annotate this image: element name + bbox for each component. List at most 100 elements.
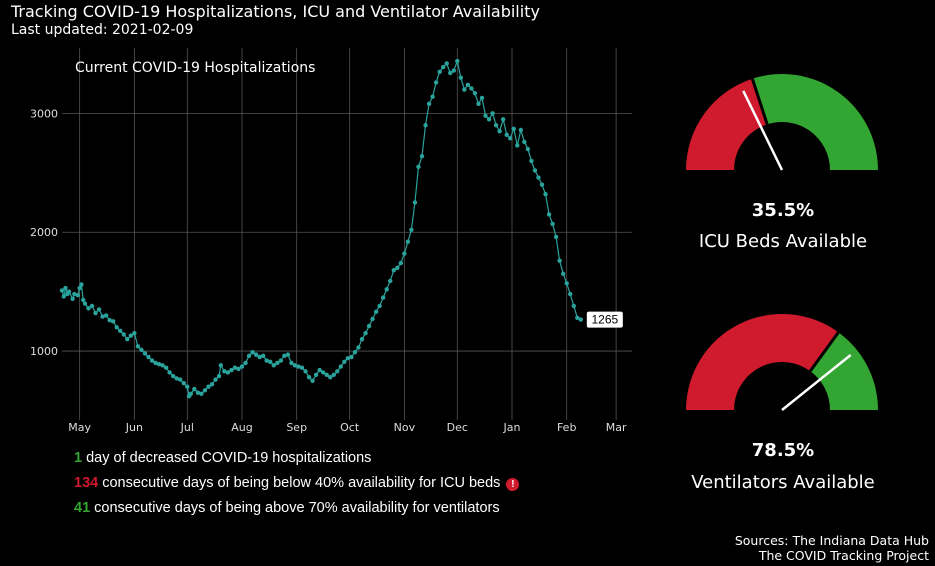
- data-point: [170, 373, 176, 379]
- data-point: [63, 285, 68, 291]
- last-value-label: 1265: [591, 313, 618, 327]
- data-point: [550, 221, 555, 227]
- data-point: [564, 281, 569, 286]
- data-point: [338, 364, 344, 369]
- data-point: [398, 260, 404, 266]
- data-point: [511, 126, 516, 132]
- data-point: [518, 127, 524, 133]
- data-point: [216, 373, 222, 379]
- data-point: [395, 265, 400, 271]
- data-point: [213, 377, 218, 382]
- data-point: [310, 378, 315, 383]
- x-tick-label: Dec: [447, 421, 468, 434]
- data-point: [426, 101, 432, 107]
- data-point: [560, 271, 566, 277]
- data-point: [553, 234, 559, 240]
- data-point: [409, 227, 414, 233]
- gauge-below-threshold-arc: [686, 78, 768, 170]
- icu-gauge-label: ICU Beds Available: [698, 231, 868, 252]
- stat-number: 41: [74, 500, 91, 516]
- data-point: [493, 123, 499, 128]
- gauge-above-threshold-arc: [752, 73, 878, 170]
- data-point: [486, 117, 492, 122]
- data-point: [465, 82, 471, 88]
- data-point: [448, 70, 453, 76]
- data-point: [243, 360, 248, 366]
- stat-text: consecutive days of being above 70% avai…: [90, 500, 500, 516]
- data-point: [271, 363, 276, 368]
- data-point: [192, 386, 197, 392]
- data-point: [174, 376, 179, 381]
- data-point: [285, 352, 291, 357]
- data-point: [444, 61, 449, 66]
- data-point: [578, 317, 584, 322]
- data-point: [384, 287, 389, 292]
- data-point: [199, 391, 204, 397]
- data-point: [388, 278, 393, 284]
- data-point: [160, 363, 165, 368]
- gauge-needle: [742, 90, 784, 171]
- data-point: [508, 136, 513, 141]
- data-point: [490, 111, 495, 116]
- gauge-above-threshold-arc: [810, 332, 878, 410]
- sources: Sources: The Indiana Data Hub The COVID …: [735, 533, 929, 563]
- data-point: [525, 146, 531, 152]
- gauge-threshold-marker: [809, 331, 840, 373]
- data-point: [100, 314, 105, 319]
- data-point: [156, 361, 162, 367]
- data-point: [546, 212, 552, 217]
- data-point: [72, 291, 77, 297]
- data-point: [568, 291, 573, 297]
- alert-icon: !: [506, 478, 520, 491]
- data-point: [479, 95, 485, 101]
- gauge-below-threshold-arc: [686, 314, 839, 410]
- data-point: [268, 359, 273, 364]
- y-tick-label: 3000: [30, 107, 58, 120]
- data-point: [539, 182, 545, 187]
- data-point: [218, 363, 224, 368]
- x-tick-label: May: [68, 421, 91, 434]
- data-point: [142, 351, 148, 356]
- data-point: [515, 143, 520, 148]
- data-point: [419, 153, 425, 159]
- chart-title: Current COVID-19 Hospitalizations: [75, 60, 315, 76]
- data-point: [185, 384, 190, 389]
- data-point: [370, 316, 375, 322]
- x-tick-label: Feb: [557, 421, 576, 434]
- icu-gauge-percent: 35.5%: [751, 200, 815, 221]
- data-point: [437, 69, 442, 74]
- series-line: [61, 58, 582, 398]
- source-line: The COVID Tracking Project: [758, 548, 929, 563]
- data-point: [320, 370, 326, 375]
- data-point: [497, 128, 502, 134]
- data-point: [132, 331, 137, 336]
- x-tick-label: Jun: [125, 421, 143, 434]
- data-point: [82, 301, 88, 306]
- data-point: [96, 307, 102, 312]
- gauge-threshold-marker: [750, 78, 769, 125]
- data-point: [289, 360, 294, 366]
- data-point: [359, 336, 365, 342]
- data-point: [128, 333, 134, 338]
- x-tick-label: Aug: [231, 421, 252, 434]
- data-point: [500, 117, 506, 122]
- last-value-box: [586, 311, 623, 328]
- data-point: [264, 358, 269, 363]
- data-point: [61, 294, 66, 299]
- data-point: [462, 87, 467, 92]
- ventilator-gauge-label: Ventilators Available: [691, 472, 875, 493]
- data-point: [451, 68, 456, 73]
- data-point: [209, 382, 215, 387]
- data-point: [260, 353, 266, 359]
- data-point: [229, 367, 234, 373]
- data-point: [532, 168, 538, 173]
- data-point: [575, 315, 580, 320]
- stat-ventilators-above-threshold: 41 consecutive days of being above 70% a…: [74, 499, 519, 524]
- data-point: [114, 325, 119, 330]
- page-title: Tracking COVID-19 Hospitalizations, ICU …: [11, 2, 540, 21]
- x-tick-label: Oct: [340, 421, 360, 434]
- data-point: [335, 369, 340, 374]
- data-point: [232, 365, 238, 370]
- last-updated: Last updated: 2021-02-09: [11, 22, 194, 38]
- data-point: [66, 289, 72, 294]
